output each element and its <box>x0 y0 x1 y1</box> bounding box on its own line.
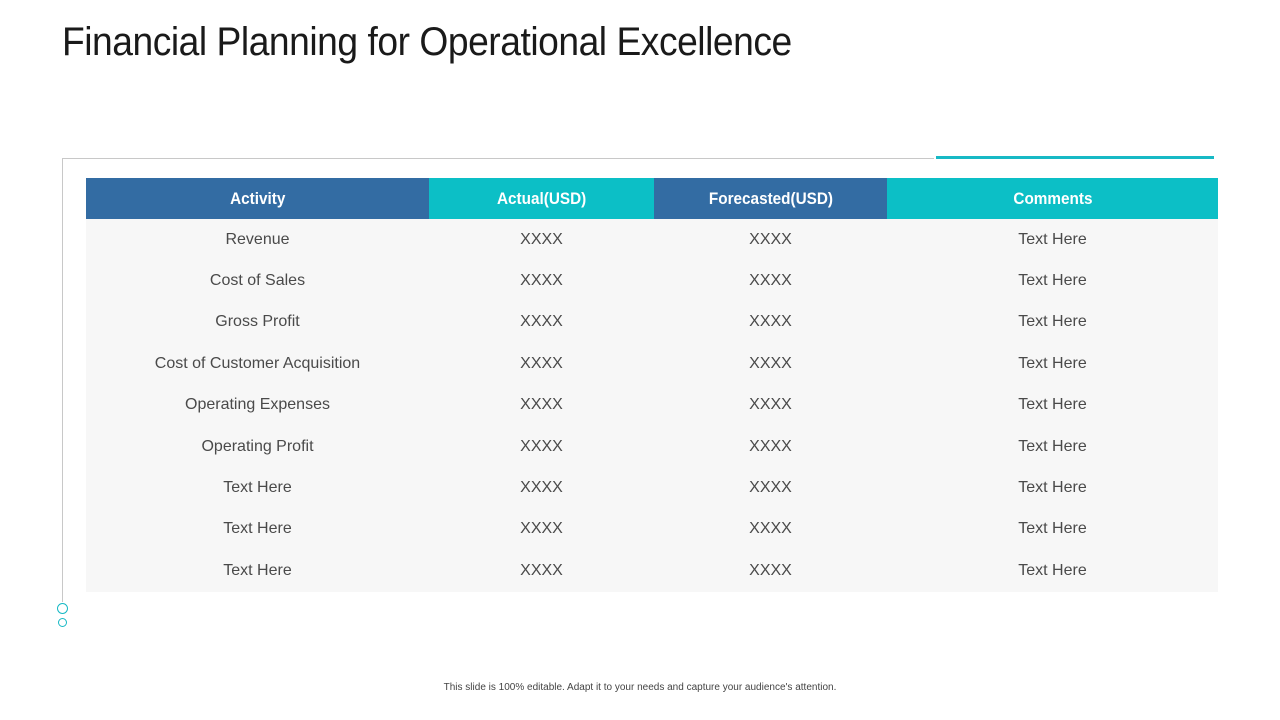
forecasted-cell: XXXX <box>749 479 792 497</box>
slide-title: Financial Planning for Operational Excel… <box>62 20 792 64</box>
column-header-activity: Activity <box>86 178 429 219</box>
forecasted-cell: XXXX <box>749 437 792 455</box>
activity-cell: Text Here <box>223 520 292 538</box>
forecasted-cell: XXXX <box>749 230 792 248</box>
activity-cell: Cost of Customer Acquisition <box>154 354 361 372</box>
ring-icon <box>58 618 67 627</box>
column-header-actual: Actual(USD) <box>429 178 654 219</box>
forecasted-cell: XXXX <box>749 396 792 414</box>
financial-table: Activity Actual(USD) Forecasted(USD) Com… <box>86 178 1218 592</box>
frame-left-line <box>62 158 63 602</box>
comment-cell: Text Here <box>1018 272 1087 290</box>
column-header-forecasted: Forecasted(USD) <box>654 178 887 219</box>
forecasted-cell: XXXX <box>749 561 792 579</box>
comment-cell: Text Here <box>1018 354 1087 372</box>
table-row: Revenue XXXX XXXX Text Here <box>86 219 1218 261</box>
comment-cell: Text Here <box>1018 520 1087 538</box>
column-header-comments: Comments <box>887 178 1218 219</box>
ring-icon <box>57 603 68 614</box>
table-row: Text Here XXXX XXXX Text Here <box>86 550 1218 592</box>
actual-cell: XXXX <box>520 230 563 248</box>
activity-cell: Gross Profit <box>215 313 300 331</box>
frame-top-line <box>62 158 934 159</box>
activity-cell: Revenue <box>225 230 290 248</box>
accent-bar <box>936 156 1214 159</box>
table-row: Operating Profit XXXX XXXX Text Here <box>86 425 1218 468</box>
footer-note: This slide is 100% editable. Adapt it to… <box>443 682 837 693</box>
activity-cell: Cost of Sales <box>209 272 306 290</box>
forecasted-cell: XXXX <box>749 272 792 290</box>
forecasted-cell: XXXX <box>749 354 792 372</box>
actual-cell: XXXX <box>520 437 563 455</box>
table-header-row: Activity Actual(USD) Forecasted(USD) Com… <box>86 178 1218 219</box>
comment-cell: Text Here <box>1018 313 1087 331</box>
table-row: Text Here XXXX XXXX Text Here <box>86 508 1218 551</box>
comment-cell: Text Here <box>1018 561 1087 579</box>
actual-cell: XXXX <box>520 396 563 414</box>
actual-cell: XXXX <box>520 479 563 497</box>
actual-cell: XXXX <box>520 561 563 579</box>
actual-cell: XXXX <box>520 272 563 290</box>
comment-cell: Text Here <box>1018 479 1087 497</box>
comment-cell: Text Here <box>1018 396 1087 414</box>
table-row: Gross Profit XXXX XXXX Text Here <box>86 301 1218 344</box>
forecasted-cell: XXXX <box>749 313 792 331</box>
activity-cell: Operating Profit <box>201 437 314 455</box>
actual-cell: XXXX <box>520 520 563 538</box>
actual-cell: XXXX <box>520 313 563 331</box>
table-row: Text Here XXXX XXXX Text Here <box>86 467 1218 509</box>
table-row: Operating Expenses XXXX XXXX Text Here <box>86 384 1218 426</box>
actual-cell: XXXX <box>520 354 563 372</box>
activity-cell: Text Here <box>223 479 292 497</box>
comment-cell: Text Here <box>1018 437 1087 455</box>
table-row: Cost of Customer Acquisition XXXX XXXX T… <box>86 343 1218 385</box>
activity-cell: Text Here <box>223 561 292 579</box>
comment-cell: Text Here <box>1018 230 1087 248</box>
table-row: Cost of Sales XXXX XXXX Text Here <box>86 260 1218 302</box>
forecasted-cell: XXXX <box>749 520 792 538</box>
activity-cell: Operating Expenses <box>185 396 330 414</box>
